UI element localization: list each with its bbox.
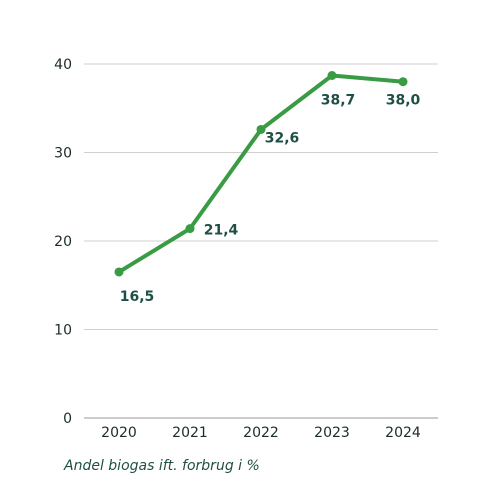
y-tick-label: 30 — [54, 146, 72, 162]
x-tick-label: 2020 — [101, 425, 137, 441]
series-polyline — [117, 73, 405, 274]
y-tick-label: 0 — [63, 411, 72, 427]
chart-caption: Andel biogas ift. forbrug i % — [64, 458, 260, 474]
data-label-2024: 38,0 — [386, 93, 421, 109]
x-tick-label: 2024 — [385, 425, 421, 441]
y-tick-label: 10 — [54, 323, 72, 339]
x-tick-label: 2022 — [243, 425, 279, 441]
series-line — [117, 73, 405, 274]
axes: 0 10 20 30 40 2020 2021 2022 2023 2024 — [54, 57, 421, 441]
data-point-2024 — [398, 77, 408, 87]
x-tick-label: 2023 — [314, 425, 350, 441]
data-point-2023 — [327, 71, 337, 81]
data-points — [114, 71, 408, 277]
data-label-2020: 16,5 — [120, 289, 155, 305]
data-labels: 16,5 21,4 32,6 38,7 38,0 — [120, 93, 421, 305]
data-label-2022: 32,6 — [265, 130, 300, 146]
data-point-2020 — [114, 267, 124, 277]
data-point-2021 — [185, 224, 195, 234]
y-tick-label: 20 — [54, 234, 72, 250]
grid-lines — [84, 63, 438, 419]
x-tick-label: 2021 — [172, 425, 208, 441]
data-label-2023: 38,7 — [321, 93, 356, 109]
data-point-2022 — [256, 124, 266, 134]
y-tick-label: 40 — [54, 57, 72, 73]
data-label-2021: 21,4 — [204, 223, 239, 239]
